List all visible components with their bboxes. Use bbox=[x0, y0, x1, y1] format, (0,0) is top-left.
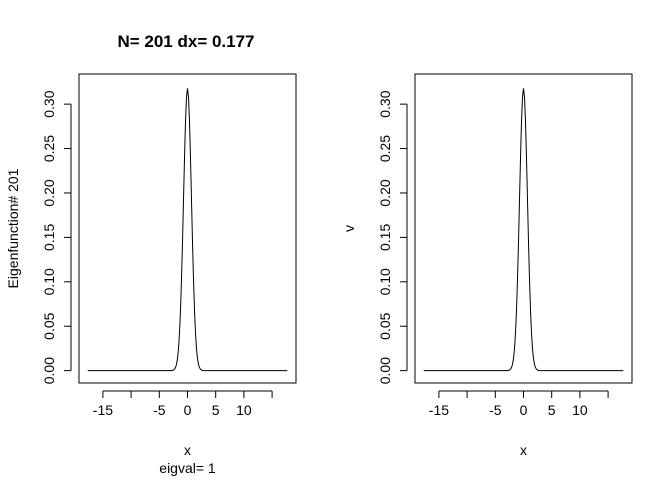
y-tick-label: 0.10 bbox=[377, 268, 393, 295]
y-tick-label: 0.20 bbox=[41, 179, 57, 206]
x-tick-label: 5 bbox=[548, 402, 556, 418]
y-tick-label: 0.30 bbox=[377, 90, 393, 117]
left-panel: -15 -5 0 5 10 0.00 0.05 0.10 0.15 0.20 0.25 0.30 x Ei… bbox=[5, 73, 297, 476]
y-tick-label: 0.05 bbox=[41, 312, 57, 339]
y-tick-label: 0.15 bbox=[41, 224, 57, 251]
x-tick-label: 10 bbox=[572, 402, 588, 418]
sub-title: eigval= 1 bbox=[159, 460, 216, 476]
y-tick-label: 0.00 bbox=[41, 357, 57, 384]
y-axis-title: Eigenfunction# 201 bbox=[5, 168, 21, 288]
y-axis-title: v bbox=[341, 225, 357, 232]
y-tick-label: 0.25 bbox=[377, 135, 393, 162]
y-tick-label: 0.25 bbox=[41, 135, 57, 162]
eigenfunction-curve bbox=[87, 88, 288, 372]
eigenfunction-curve bbox=[423, 88, 624, 372]
x-tick-label: 0 bbox=[520, 402, 528, 418]
x-tick-label: -15 bbox=[93, 402, 113, 418]
y-tick-label: 0.20 bbox=[377, 179, 393, 206]
x-axis-title: x bbox=[184, 442, 191, 458]
plot-frame bbox=[78, 73, 297, 384]
y-tick-label: 0.00 bbox=[377, 357, 393, 384]
x-tick-label: 5 bbox=[212, 402, 220, 418]
x-tick-label: -5 bbox=[153, 402, 166, 418]
x-tick-label: -15 bbox=[429, 402, 449, 418]
y-tick-label: 0.15 bbox=[377, 224, 393, 251]
y-tick-label: 0.10 bbox=[41, 268, 57, 295]
x-tick-label: 0 bbox=[184, 402, 192, 418]
x-tick-label: -5 bbox=[489, 402, 502, 418]
main-title: N= 201 dx= 0.177 bbox=[117, 32, 254, 51]
right-panel: -15 -5 0 5 10 0.00 0.05 0.10 0.15 0.20 0.25 0.30 x v bbox=[341, 73, 633, 458]
y-tick-label: 0.30 bbox=[41, 90, 57, 117]
x-axis-title: x bbox=[520, 442, 527, 458]
plot-frame bbox=[414, 73, 633, 384]
y-tick-label: 0.05 bbox=[377, 312, 393, 339]
x-tick-label: 10 bbox=[236, 402, 252, 418]
